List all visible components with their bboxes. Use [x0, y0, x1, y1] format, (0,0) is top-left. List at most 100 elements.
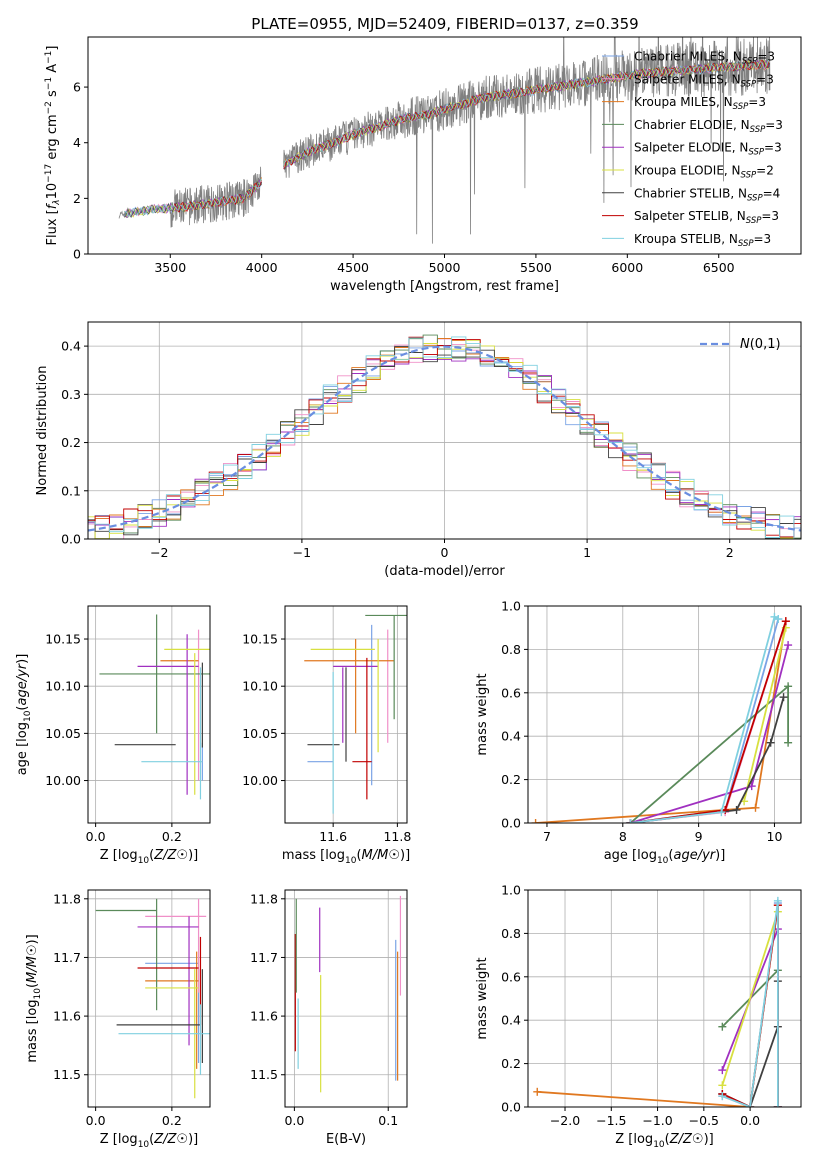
- x-tick-label: 5500: [520, 260, 552, 275]
- weight-marker: [718, 1066, 727, 1075]
- x-tick-label: 2: [726, 545, 734, 560]
- spectrum-legend: Chabrier MILES, NSSP=3 Salpeter MILES, NS…: [602, 50, 783, 249]
- x-tick-label: 9: [695, 829, 703, 844]
- plot-area-mass-vs-Z: [95, 898, 210, 1099]
- y-tick-label: 11.6: [250, 1009, 278, 1024]
- weight-marker: [766, 738, 775, 747]
- weight-line: [721, 900, 779, 1107]
- x-axis-label: (data-model)/error: [384, 564, 505, 579]
- legend-entry: Kroupa STELIB, NSSP=3: [634, 232, 771, 249]
- y-axis-label: mass [log10(M/M☉)]: [25, 934, 43, 1062]
- y-tick-label: 0.6: [501, 969, 521, 984]
- x-tick-label: 4000: [246, 260, 278, 275]
- y-axis-label: age [log10(age/yr)]: [15, 654, 33, 776]
- y-tick-label: 0: [73, 247, 81, 262]
- axes-spectrum: 3500 4000 4500 5000 5500 6000 6500 0 2 4 6 waveleng…: [44, 36, 802, 294]
- y-axis-label: mass weight: [475, 673, 490, 755]
- x-tick-label: 3500: [154, 260, 186, 275]
- weight-marker: [774, 615, 783, 624]
- x-tick-label: 5000: [429, 260, 461, 275]
- axes-frame: [87, 889, 211, 1108]
- y-tick-label: 11.8: [53, 891, 81, 906]
- axes-frame: [284, 605, 408, 824]
- weight-marker: [784, 682, 793, 691]
- weight-marker: [773, 896, 782, 905]
- legend-entry: Chabrier MILES, NSSP=3: [634, 50, 775, 67]
- x-tick-label: 11.6: [319, 829, 347, 844]
- weight-marker: [718, 1081, 727, 1090]
- y-tick-label: 0.8: [501, 926, 521, 941]
- plot-area-weight-vs-age: [531, 612, 793, 823]
- plot-area-age-vs-Z: [99, 614, 210, 800]
- y-tick-label: 4: [73, 135, 81, 150]
- residual-histogram: [88, 336, 801, 539]
- x-tick-label: 0.0: [284, 1113, 304, 1128]
- axes-frame: [527, 605, 802, 824]
- weight-marker: [717, 808, 726, 817]
- x-axis-label: mass [log10(M/M☉)]: [282, 848, 410, 866]
- x-tick-label: 0.0: [86, 829, 106, 844]
- weight-marker: [718, 1022, 727, 1031]
- weight-marker: [531, 819, 540, 823]
- y-tick-label: 10.10: [45, 679, 81, 694]
- y-tick-label: 6: [73, 80, 81, 95]
- plot-area-spectrum: [118, 37, 771, 244]
- weight-series: [626, 612, 783, 823]
- plot-area-age-vs-mass: [304, 614, 407, 814]
- weight-line: [743, 627, 787, 802]
- legend-entry: Salpeter STELIB, NSSP=3: [634, 209, 779, 226]
- legend-entry: N(0,1): [740, 337, 781, 352]
- weight-marker: [779, 693, 788, 702]
- x-tick-label: 0.2: [162, 829, 182, 844]
- y-tick-label: 0.2: [501, 772, 521, 787]
- x-axis-label: Z [log10(Z/Z☉)]: [100, 1132, 198, 1150]
- weight-marker: [533, 1087, 542, 1096]
- weight-marker: [626, 819, 635, 823]
- legend-entry: Kroupa MILES, NSSP=3: [634, 95, 766, 112]
- x-tick-label: 11.8: [383, 829, 411, 844]
- x-tick-label: 1: [583, 545, 591, 560]
- x-tick-label: 0.1: [378, 1113, 398, 1128]
- legend-entry: Chabrier ELODIE, NSSP=3: [634, 118, 783, 135]
- weight-marker: [773, 1103, 782, 1107]
- weight-marker: [746, 1103, 755, 1107]
- y-tick-label: 0.0: [501, 1100, 521, 1115]
- x-tick-label: −1: [293, 545, 311, 560]
- axes-mass-vs-Z: 0.0 0.2 11.5 11.6 11.7 11.8 Z [log10(Z/Z☉)] mas…: [25, 889, 211, 1150]
- weight-series: [718, 896, 782, 1107]
- y-tick-label: 10.10: [242, 679, 278, 694]
- y-tick-label: 0.2: [61, 435, 81, 450]
- y-tick-label: 0.4: [61, 339, 81, 354]
- y-tick-label: 10.05: [45, 726, 81, 741]
- y-tick-label: 11.6: [53, 1009, 81, 1024]
- y-tick-label: 0.0: [501, 816, 521, 831]
- x-axis-label: Z [log10(Z/Z☉)]: [615, 1132, 713, 1150]
- plot-area-weight-vs-Z: [533, 896, 782, 1107]
- y-tick-label: 0.4: [501, 729, 521, 744]
- x-tick-label: −2: [150, 545, 168, 560]
- figure-title: PLATE=0955, MJD=52409, FIBERID=0137, z=0…: [251, 15, 638, 33]
- legend-entry: Kroupa ELODIE, NSSP=2: [634, 164, 774, 181]
- y-tick-label: 10.15: [45, 632, 81, 647]
- y-tick-label: 0.1: [61, 483, 81, 498]
- y-tick-label: 10.15: [242, 632, 278, 647]
- x-tick-label: −1.5: [596, 1113, 626, 1128]
- x-tick-label: −2.0: [550, 1113, 580, 1128]
- y-tick-label: 0.6: [501, 685, 521, 700]
- y-tick-label: 10.05: [242, 726, 278, 741]
- errorbar-point: [99, 614, 210, 734]
- residual-legend: N(0,1): [700, 337, 781, 352]
- weight-marker: [718, 1092, 727, 1101]
- x-tick-label: 8: [619, 829, 627, 844]
- axes-weight-vs-age: 7 8 9 10 0.0 0.2 0.4 0.6 0.8 1.0 age [log10(age/yr…: [475, 599, 802, 866]
- x-tick-label: 4500: [337, 260, 369, 275]
- y-axis-label: Flux [fλ10−17 erg cm−2 s−1 A−1]: [44, 46, 62, 246]
- y-axis-label: Normed distribution: [35, 366, 50, 496]
- x-tick-label: −1.0: [642, 1113, 672, 1128]
- weight-series: [626, 615, 783, 823]
- x-axis-label: age [log10(age/yr)]: [604, 848, 726, 866]
- y-tick-label: 0.4: [501, 1013, 521, 1028]
- x-tick-label: −0.5: [689, 1113, 719, 1128]
- legend-entry: Chabrier STELIB, NSSP=4: [634, 186, 780, 203]
